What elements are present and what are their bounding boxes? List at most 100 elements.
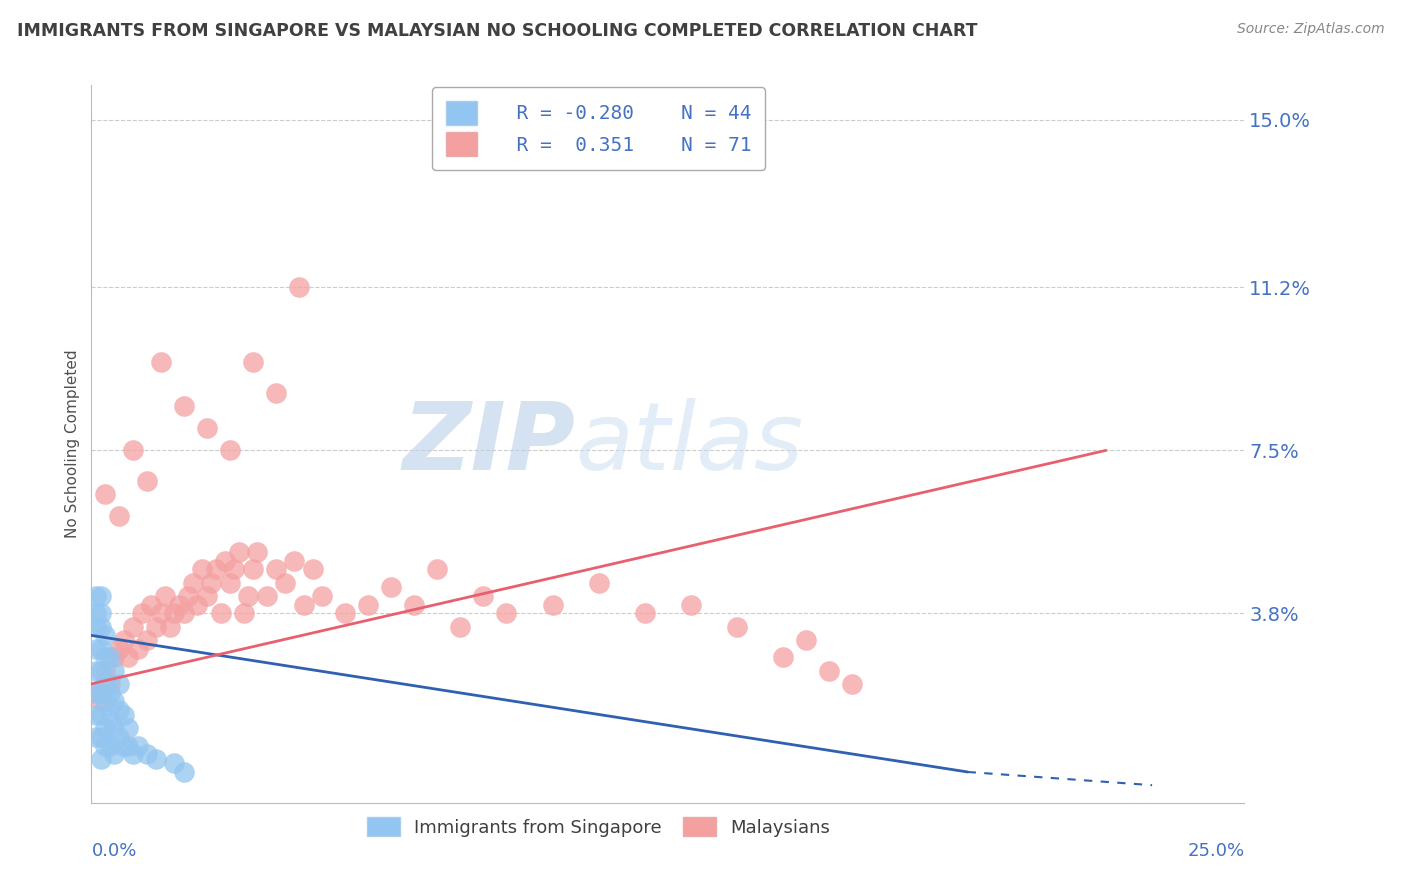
Point [98,686,121,700]
Point [242,355,264,369]
Point [149,607,172,621]
Point [103,664,125,678]
Point [84,686,107,700]
Point [90,619,112,633]
Point [449,619,471,633]
Point [426,562,449,576]
Point [181,575,204,590]
Point [84,607,107,621]
Point [541,598,564,612]
Point [135,632,157,647]
Point [108,641,131,656]
Point [108,703,131,717]
Point [94,487,117,501]
Point [288,280,311,294]
Point [634,607,657,621]
Point [127,641,149,656]
Point [90,752,112,766]
Point [495,607,517,621]
Point [238,589,260,603]
Point [112,707,135,722]
Point [588,575,610,590]
Point [94,628,117,642]
Point [94,650,117,665]
Point [117,721,139,735]
Point [173,607,195,621]
Point [209,607,232,621]
Point [274,575,297,590]
Point [84,730,107,744]
Point [94,664,117,678]
Point [794,632,817,647]
Point [167,598,190,612]
Point [163,756,186,771]
Point [84,641,107,656]
Point [117,650,139,665]
Point [301,562,323,576]
Point [90,686,112,700]
Point [153,589,176,603]
Point [94,739,117,753]
Point [472,589,495,603]
Point [135,747,157,762]
Text: ZIP: ZIP [402,398,575,490]
Point [98,677,121,691]
Point [108,730,131,744]
Point [94,677,117,691]
Point [173,400,195,414]
Point [117,739,139,753]
Point [112,632,135,647]
Point [145,619,167,633]
Text: Source: ZipAtlas.com: Source: ZipAtlas.com [1237,22,1385,37]
Point [108,509,131,524]
Point [98,650,121,665]
Point [292,598,315,612]
Point [264,562,287,576]
Point [103,650,125,665]
Point [380,580,402,594]
Point [90,641,112,656]
Point [163,607,186,621]
Point [200,575,222,590]
Point [145,752,167,766]
Point [311,589,333,603]
Point [84,707,107,722]
Point [186,598,208,612]
Point [127,739,149,753]
Point [228,544,250,558]
Text: 25.0%: 25.0% [1187,842,1244,860]
Point [122,747,145,762]
Point [159,619,181,633]
Point [283,553,305,567]
Point [256,589,278,603]
Point [218,443,240,458]
Legend: Immigrants from Singapore, Malaysians: Immigrants from Singapore, Malaysians [360,810,838,844]
Point [94,721,117,735]
Point [205,562,228,576]
Y-axis label: No Schooling Completed: No Schooling Completed [65,350,80,538]
Point [725,619,748,633]
Point [84,664,107,678]
Point [108,677,131,691]
Point [122,443,145,458]
Point [84,589,107,603]
Point [404,598,426,612]
Point [84,619,107,633]
Point [131,607,153,621]
Point [112,739,135,753]
Point [135,474,157,488]
Point [818,664,841,678]
Point [98,712,121,726]
Point [103,694,125,708]
Point [264,386,287,401]
Point [357,598,380,612]
Point [103,747,125,762]
Point [242,562,264,576]
Point [224,562,246,576]
Point [214,553,236,567]
Point [90,730,112,744]
Point [84,686,107,700]
Point [218,575,240,590]
Point [177,589,200,603]
Point [90,589,112,603]
